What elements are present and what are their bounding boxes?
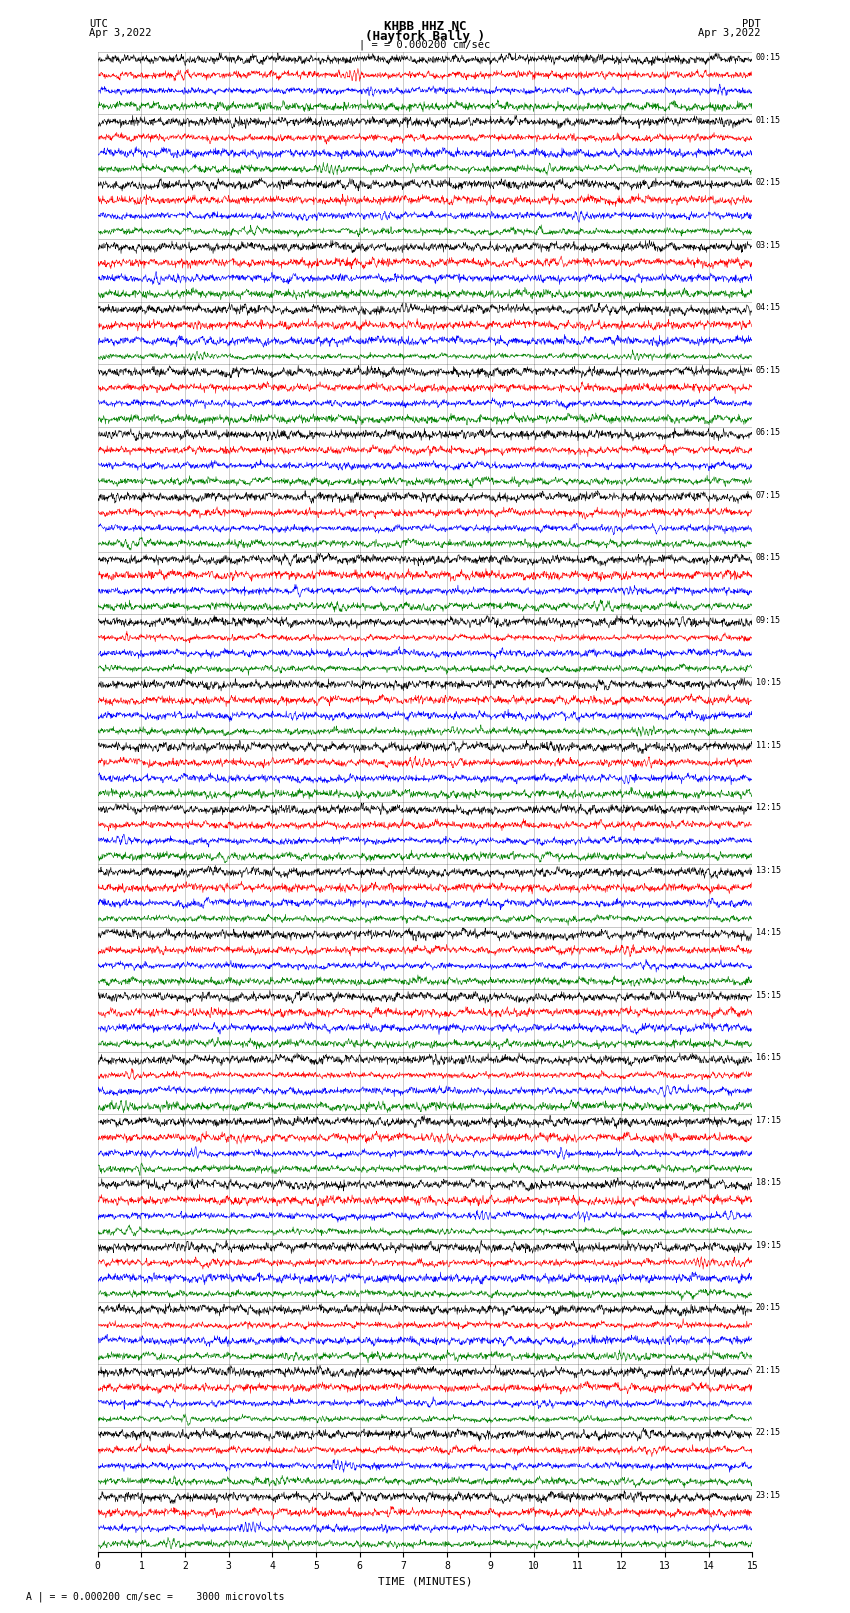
X-axis label: TIME (MINUTES): TIME (MINUTES) (377, 1578, 473, 1587)
Text: 03:15: 03:15 (756, 240, 780, 250)
Text: 22:15: 22:15 (756, 1428, 780, 1437)
Text: Apr 3,2022: Apr 3,2022 (698, 29, 761, 39)
Text: 21:15: 21:15 (756, 1366, 780, 1374)
Text: 17:15: 17:15 (756, 1116, 780, 1124)
Text: PDT: PDT (742, 18, 761, 29)
Text: 01:15: 01:15 (756, 116, 780, 124)
Text: 08:15: 08:15 (756, 553, 780, 563)
Text: 12:15: 12:15 (756, 803, 780, 813)
Text: A | = = 0.000200 cm/sec =    3000 microvolts: A | = = 0.000200 cm/sec = 3000 microvolt… (26, 1590, 284, 1602)
Text: 04:15: 04:15 (756, 303, 780, 313)
Text: 20:15: 20:15 (756, 1303, 780, 1313)
Text: 05:15: 05:15 (756, 366, 780, 374)
Text: KHBB HHZ NC: KHBB HHZ NC (383, 19, 467, 34)
Text: 07:15: 07:15 (756, 490, 780, 500)
Text: | = = 0.000200 cm/sec: | = = 0.000200 cm/sec (360, 39, 490, 50)
Text: 13:15: 13:15 (756, 866, 780, 874)
Text: (Hayfork Bally ): (Hayfork Bally ) (365, 31, 485, 44)
Text: 14:15: 14:15 (756, 927, 780, 937)
Text: 00:15: 00:15 (756, 53, 780, 63)
Text: 18:15: 18:15 (756, 1177, 780, 1187)
Text: 19:15: 19:15 (756, 1240, 780, 1250)
Text: 06:15: 06:15 (756, 427, 780, 437)
Text: UTC: UTC (89, 18, 108, 29)
Text: 23:15: 23:15 (756, 1490, 780, 1500)
Text: 11:15: 11:15 (756, 740, 780, 750)
Text: 09:15: 09:15 (756, 616, 780, 624)
Text: 02:15: 02:15 (756, 177, 780, 187)
Text: 15:15: 15:15 (756, 990, 780, 1000)
Text: Apr 3,2022: Apr 3,2022 (89, 29, 152, 39)
Text: 16:15: 16:15 (756, 1053, 780, 1063)
Text: 10:15: 10:15 (756, 677, 780, 687)
